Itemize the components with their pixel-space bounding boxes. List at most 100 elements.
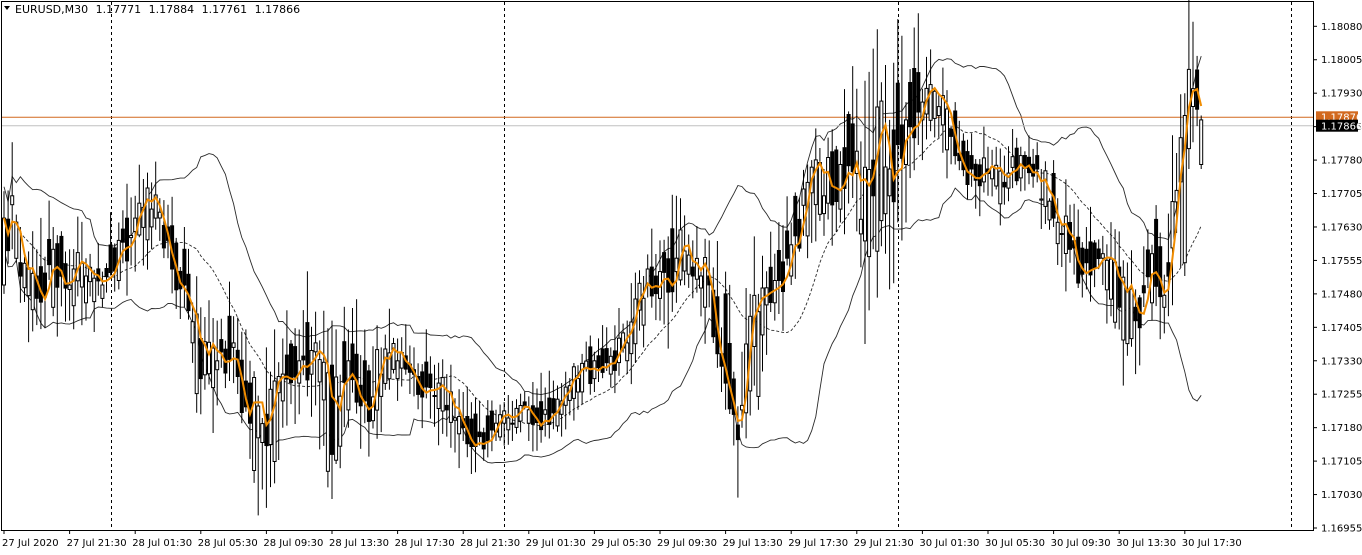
candle-body xyxy=(346,360,351,411)
candle-body xyxy=(887,168,892,197)
candle xyxy=(1014,137,1019,186)
candle xyxy=(813,128,818,242)
candle-body xyxy=(125,217,129,262)
price-markers: 1.17876 1.17866 xyxy=(1316,111,1362,133)
candle-body xyxy=(969,155,974,170)
time-tick-label: 30 Jul 17:30 xyxy=(1182,538,1242,549)
candle-body xyxy=(330,364,334,455)
candle-body xyxy=(506,417,511,431)
high-value: 1.17884 xyxy=(149,3,195,16)
candle xyxy=(1145,229,1150,289)
candle xyxy=(489,400,494,452)
candle-body xyxy=(305,322,310,381)
candle xyxy=(1055,198,1060,265)
candle xyxy=(108,212,113,276)
candle xyxy=(1166,213,1171,317)
candle-body xyxy=(727,343,732,410)
candle xyxy=(682,215,687,286)
candle-body xyxy=(850,123,855,173)
candle-body xyxy=(321,361,326,401)
time-tick-label: 27 Jul 21:30 xyxy=(67,538,127,549)
candle xyxy=(969,133,974,187)
candle xyxy=(280,338,285,428)
price-tick-label: 1.17330 xyxy=(1321,356,1362,367)
time-tick-label: 27 Jul 2020 xyxy=(2,538,59,549)
candle-body xyxy=(371,396,375,422)
candle xyxy=(153,161,158,230)
candle-body xyxy=(600,348,605,373)
candle-body xyxy=(1125,289,1130,345)
symbol-label: EURUSD,M30 xyxy=(15,3,88,16)
candle xyxy=(22,256,27,302)
candle-body xyxy=(280,373,285,402)
candle xyxy=(895,19,900,223)
candle xyxy=(350,308,355,393)
svg-text:EURUSD,M30 1.17771: EURUSD,M30 1.17771 1.17884 1.17761 1.178… xyxy=(15,3,300,16)
candle xyxy=(305,271,310,397)
candle-body xyxy=(908,82,913,128)
candle xyxy=(600,325,605,379)
candle xyxy=(391,337,396,374)
candle xyxy=(284,310,289,426)
candle xyxy=(1141,246,1146,307)
candle xyxy=(1154,205,1159,307)
candle-body xyxy=(129,235,134,239)
candle xyxy=(104,263,109,293)
candle-body xyxy=(817,162,822,215)
time-tick-label: 28 Jul 05:30 xyxy=(198,538,258,549)
candle-body xyxy=(699,275,703,289)
candle-body xyxy=(1141,285,1146,294)
candle-body xyxy=(231,342,236,348)
candle xyxy=(625,320,630,375)
candle xyxy=(858,141,863,268)
candle xyxy=(510,400,515,441)
candle-body xyxy=(793,195,798,237)
candle-body xyxy=(1059,233,1064,235)
candle xyxy=(1088,206,1093,302)
candle xyxy=(543,387,548,437)
time-tick-label: 28 Jul 09:30 xyxy=(263,538,323,549)
price-tick-label: 1.17930 xyxy=(1321,89,1362,100)
candle-body xyxy=(895,82,900,146)
candle-body xyxy=(867,169,872,258)
candle-body xyxy=(366,370,371,422)
candle-body xyxy=(92,277,97,303)
candle xyxy=(781,225,785,331)
candle-body xyxy=(838,164,843,210)
candle-body xyxy=(453,417,457,421)
candle xyxy=(666,236,671,349)
candle-body xyxy=(1080,247,1085,275)
candle xyxy=(912,27,917,171)
price-tick-label: 1.17630 xyxy=(1321,223,1362,234)
candle xyxy=(879,82,884,247)
candle-body xyxy=(1084,248,1089,264)
candle-body xyxy=(641,297,646,326)
candle-body xyxy=(858,218,863,235)
candle-body xyxy=(588,346,593,384)
candle-body xyxy=(375,349,380,411)
symbol-dropdown-icon[interactable] xyxy=(4,6,10,10)
price-axis[interactable]: 1.180801.180051.179301.178551.177801.177… xyxy=(1313,22,1362,535)
candle xyxy=(92,269,97,332)
time-axis[interactable]: 27 Jul 2020 27 Jul 21:30 28 Jul 01:30 28 Ju… xyxy=(2,530,1242,549)
candle xyxy=(227,281,232,381)
candle-body xyxy=(928,84,933,121)
candle-body xyxy=(440,377,445,412)
candle-body xyxy=(604,348,609,364)
candle-body xyxy=(71,268,76,307)
candle-body xyxy=(666,258,671,293)
candle-body xyxy=(1096,248,1101,259)
candle xyxy=(485,400,490,458)
candle-body xyxy=(1162,294,1167,308)
candle-body xyxy=(1113,261,1118,323)
candle-body xyxy=(108,244,113,273)
candle-body xyxy=(1047,200,1052,221)
candle xyxy=(670,194,675,312)
candle xyxy=(444,374,449,437)
candle xyxy=(875,29,880,298)
candle-body xyxy=(625,342,630,362)
candle-body xyxy=(301,355,306,361)
candle xyxy=(211,318,216,433)
